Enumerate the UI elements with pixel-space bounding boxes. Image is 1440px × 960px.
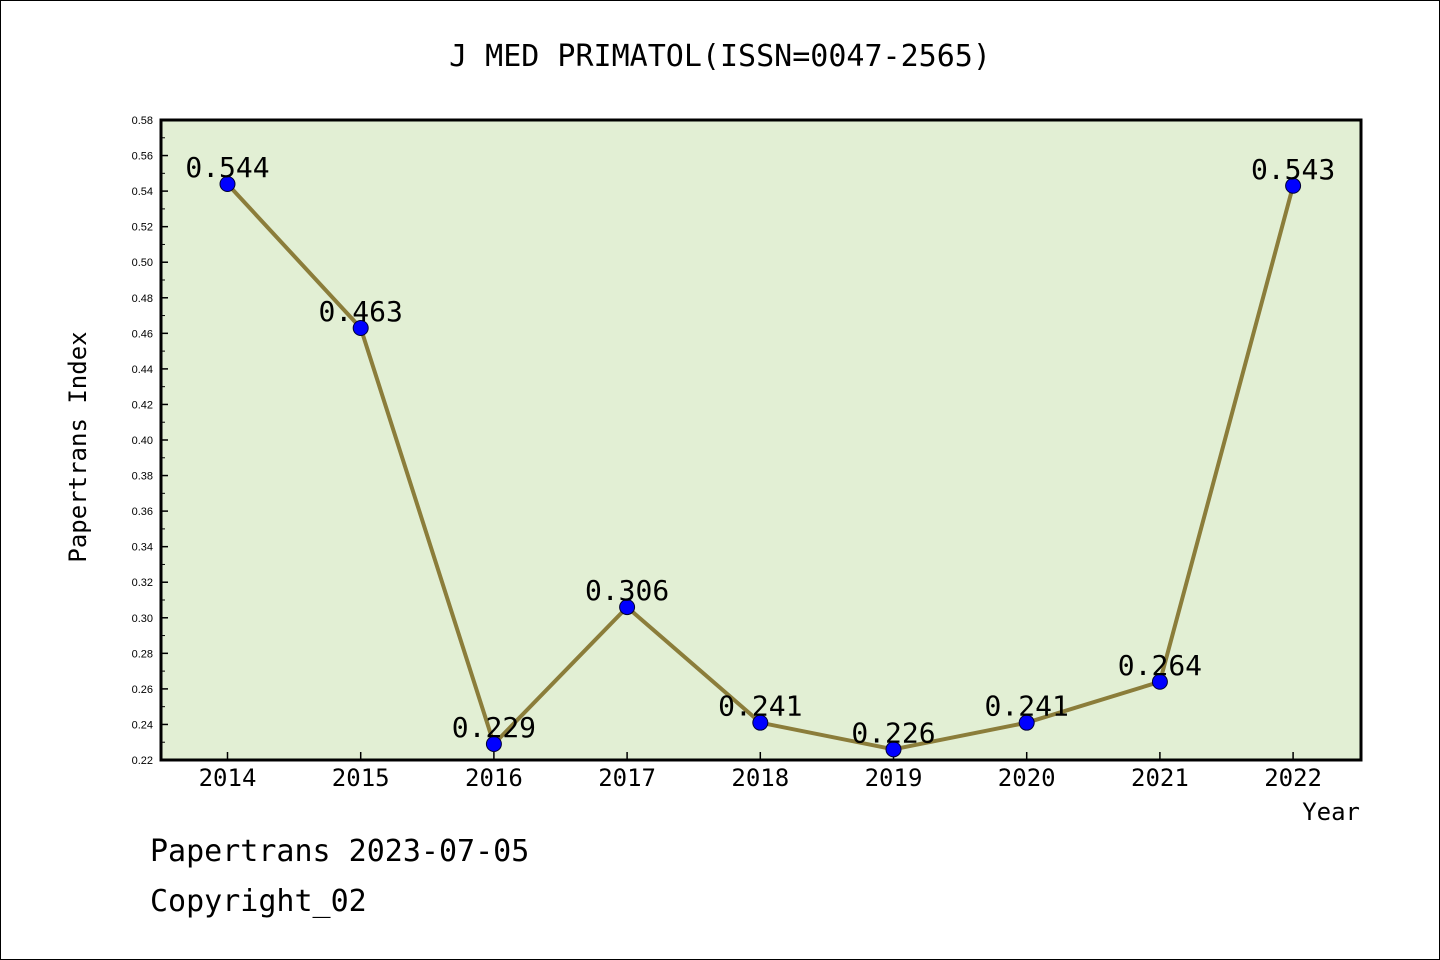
x-tick-label: 2022 — [1264, 764, 1322, 792]
data-label: 0.241 — [985, 690, 1069, 723]
y-tick-label: 0.34 — [132, 542, 153, 554]
chart-title: J MED PRIMATOL(ISSN=0047-2565) — [449, 39, 991, 74]
data-point — [1018, 714, 1035, 731]
data-label: 0.463 — [319, 295, 403, 328]
y-tick-label: 0.42 — [132, 399, 153, 411]
data-label: 0.306 — [585, 574, 669, 607]
y-tick-label: 0.26 — [132, 684, 153, 696]
x-tick-label: 2021 — [1131, 764, 1189, 792]
x-tick-label: 2016 — [465, 764, 523, 792]
y-tick-label: 0.22 — [132, 755, 153, 767]
y-tick-label: 0.30 — [132, 613, 153, 625]
data-point — [752, 714, 769, 731]
y-tick-label: 0.38 — [132, 471, 153, 483]
data-point — [485, 736, 502, 752]
footer-date: Papertrans 2023-07-05 — [150, 834, 530, 869]
y-tick-label: 0.56 — [132, 151, 153, 163]
y-tick-label: 0.32 — [132, 577, 153, 589]
y-tick-label: 0.58 — [132, 115, 153, 127]
x-tick-label: 2020 — [998, 764, 1056, 792]
data-point — [885, 741, 902, 758]
x-tick-label: 2015 — [332, 764, 390, 792]
data-point — [352, 320, 369, 336]
data-point — [1151, 673, 1168, 690]
x-tick-label: 2018 — [731, 764, 789, 792]
y-tick-label: 0.52 — [132, 222, 153, 234]
series-line: 0.544 0.463 0.229 0.306 0.241 0.226 0.241 0.264… — [185, 151, 1335, 758]
y-tick-label: 0.36 — [132, 506, 153, 518]
x-axis: 2014 2015 2016 2017 2018 2019 2020 2021 2022 — [199, 752, 1322, 792]
data-label: 0.241 — [718, 690, 802, 723]
y-tick-label: 0.50 — [132, 257, 153, 269]
data-label: 0.543 — [1251, 153, 1335, 186]
y-axis-label: Papertrans Index — [64, 331, 92, 562]
data-label: 0.264 — [1118, 649, 1202, 682]
y-tick-label: 0.28 — [132, 648, 153, 660]
x-tick-label: 2019 — [865, 764, 923, 792]
data-point — [1285, 177, 1302, 194]
data-label: 0.544 — [185, 151, 269, 184]
y-axis: 0.22 0.24 0.26 0.28 0.30 0.32 0.34 0.36 0.38 0.40… — [132, 115, 168, 767]
plot-area — [159, 118, 1363, 762]
data-point — [619, 599, 636, 616]
y-tick-label: 0.24 — [132, 719, 153, 731]
data-point — [219, 176, 236, 192]
data-label: 0.226 — [851, 716, 935, 749]
footer-copyright: Copyright_02 — [150, 884, 367, 919]
data-label: 0.229 — [452, 711, 536, 744]
y-tick-label: 0.54 — [132, 186, 153, 198]
y-tick-label: 0.40 — [132, 435, 153, 447]
x-tick-label: 2017 — [598, 764, 656, 792]
y-tick-label: 0.48 — [132, 293, 153, 305]
x-axis-label: Year — [1302, 798, 1360, 826]
y-tick-label: 0.46 — [132, 328, 153, 340]
y-tick-label: 0.44 — [132, 364, 153, 376]
x-tick-label: 2014 — [199, 764, 257, 792]
